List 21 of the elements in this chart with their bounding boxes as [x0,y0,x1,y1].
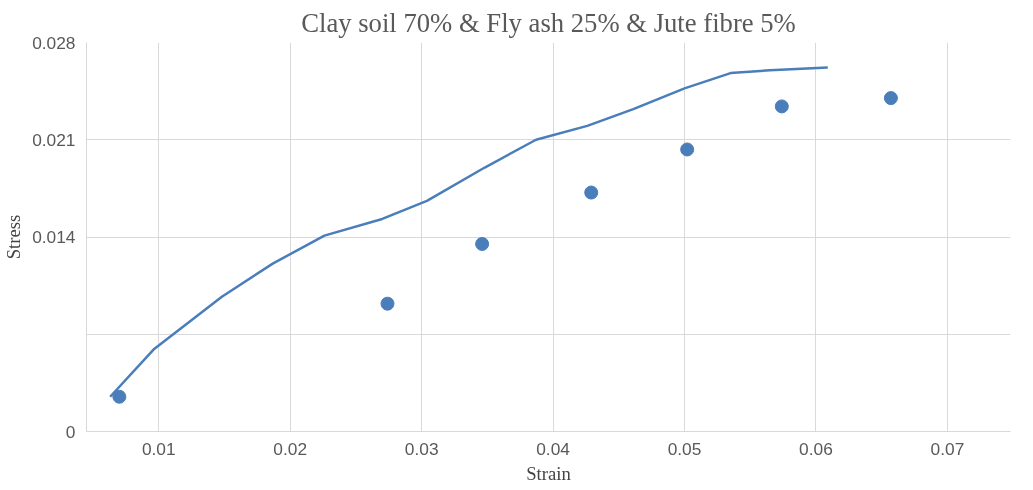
point [475,236,490,251]
y-tick-label: 0 [65,421,76,442]
x-tick-label: 0.06 [799,438,833,459]
point [774,99,789,114]
point [380,296,395,311]
point [112,389,127,404]
x-tick-label: 0.02 [273,438,308,459]
x-tick-label: 0.05 [667,438,702,459]
point [883,91,898,106]
y-tick-label: 0.021 [32,129,76,150]
point [680,142,695,157]
y-tick-label: 0.014 [32,227,76,247]
point [584,185,599,200]
x-tick-label: 0.01 [141,438,176,459]
chart-title: Clay soil 70% & Fly ash 25% & Jute fibre 5% [301,7,796,38]
x-tick-label: 0.04 [536,438,571,459]
y-tick-label: 0.028 [32,32,76,53]
x-tick-label: 0.07 [930,438,965,459]
x-axis-title: Strain [526,462,572,484]
y-axis-title: Stress [3,214,25,260]
x-tick-label: 0.03 [404,438,439,459]
